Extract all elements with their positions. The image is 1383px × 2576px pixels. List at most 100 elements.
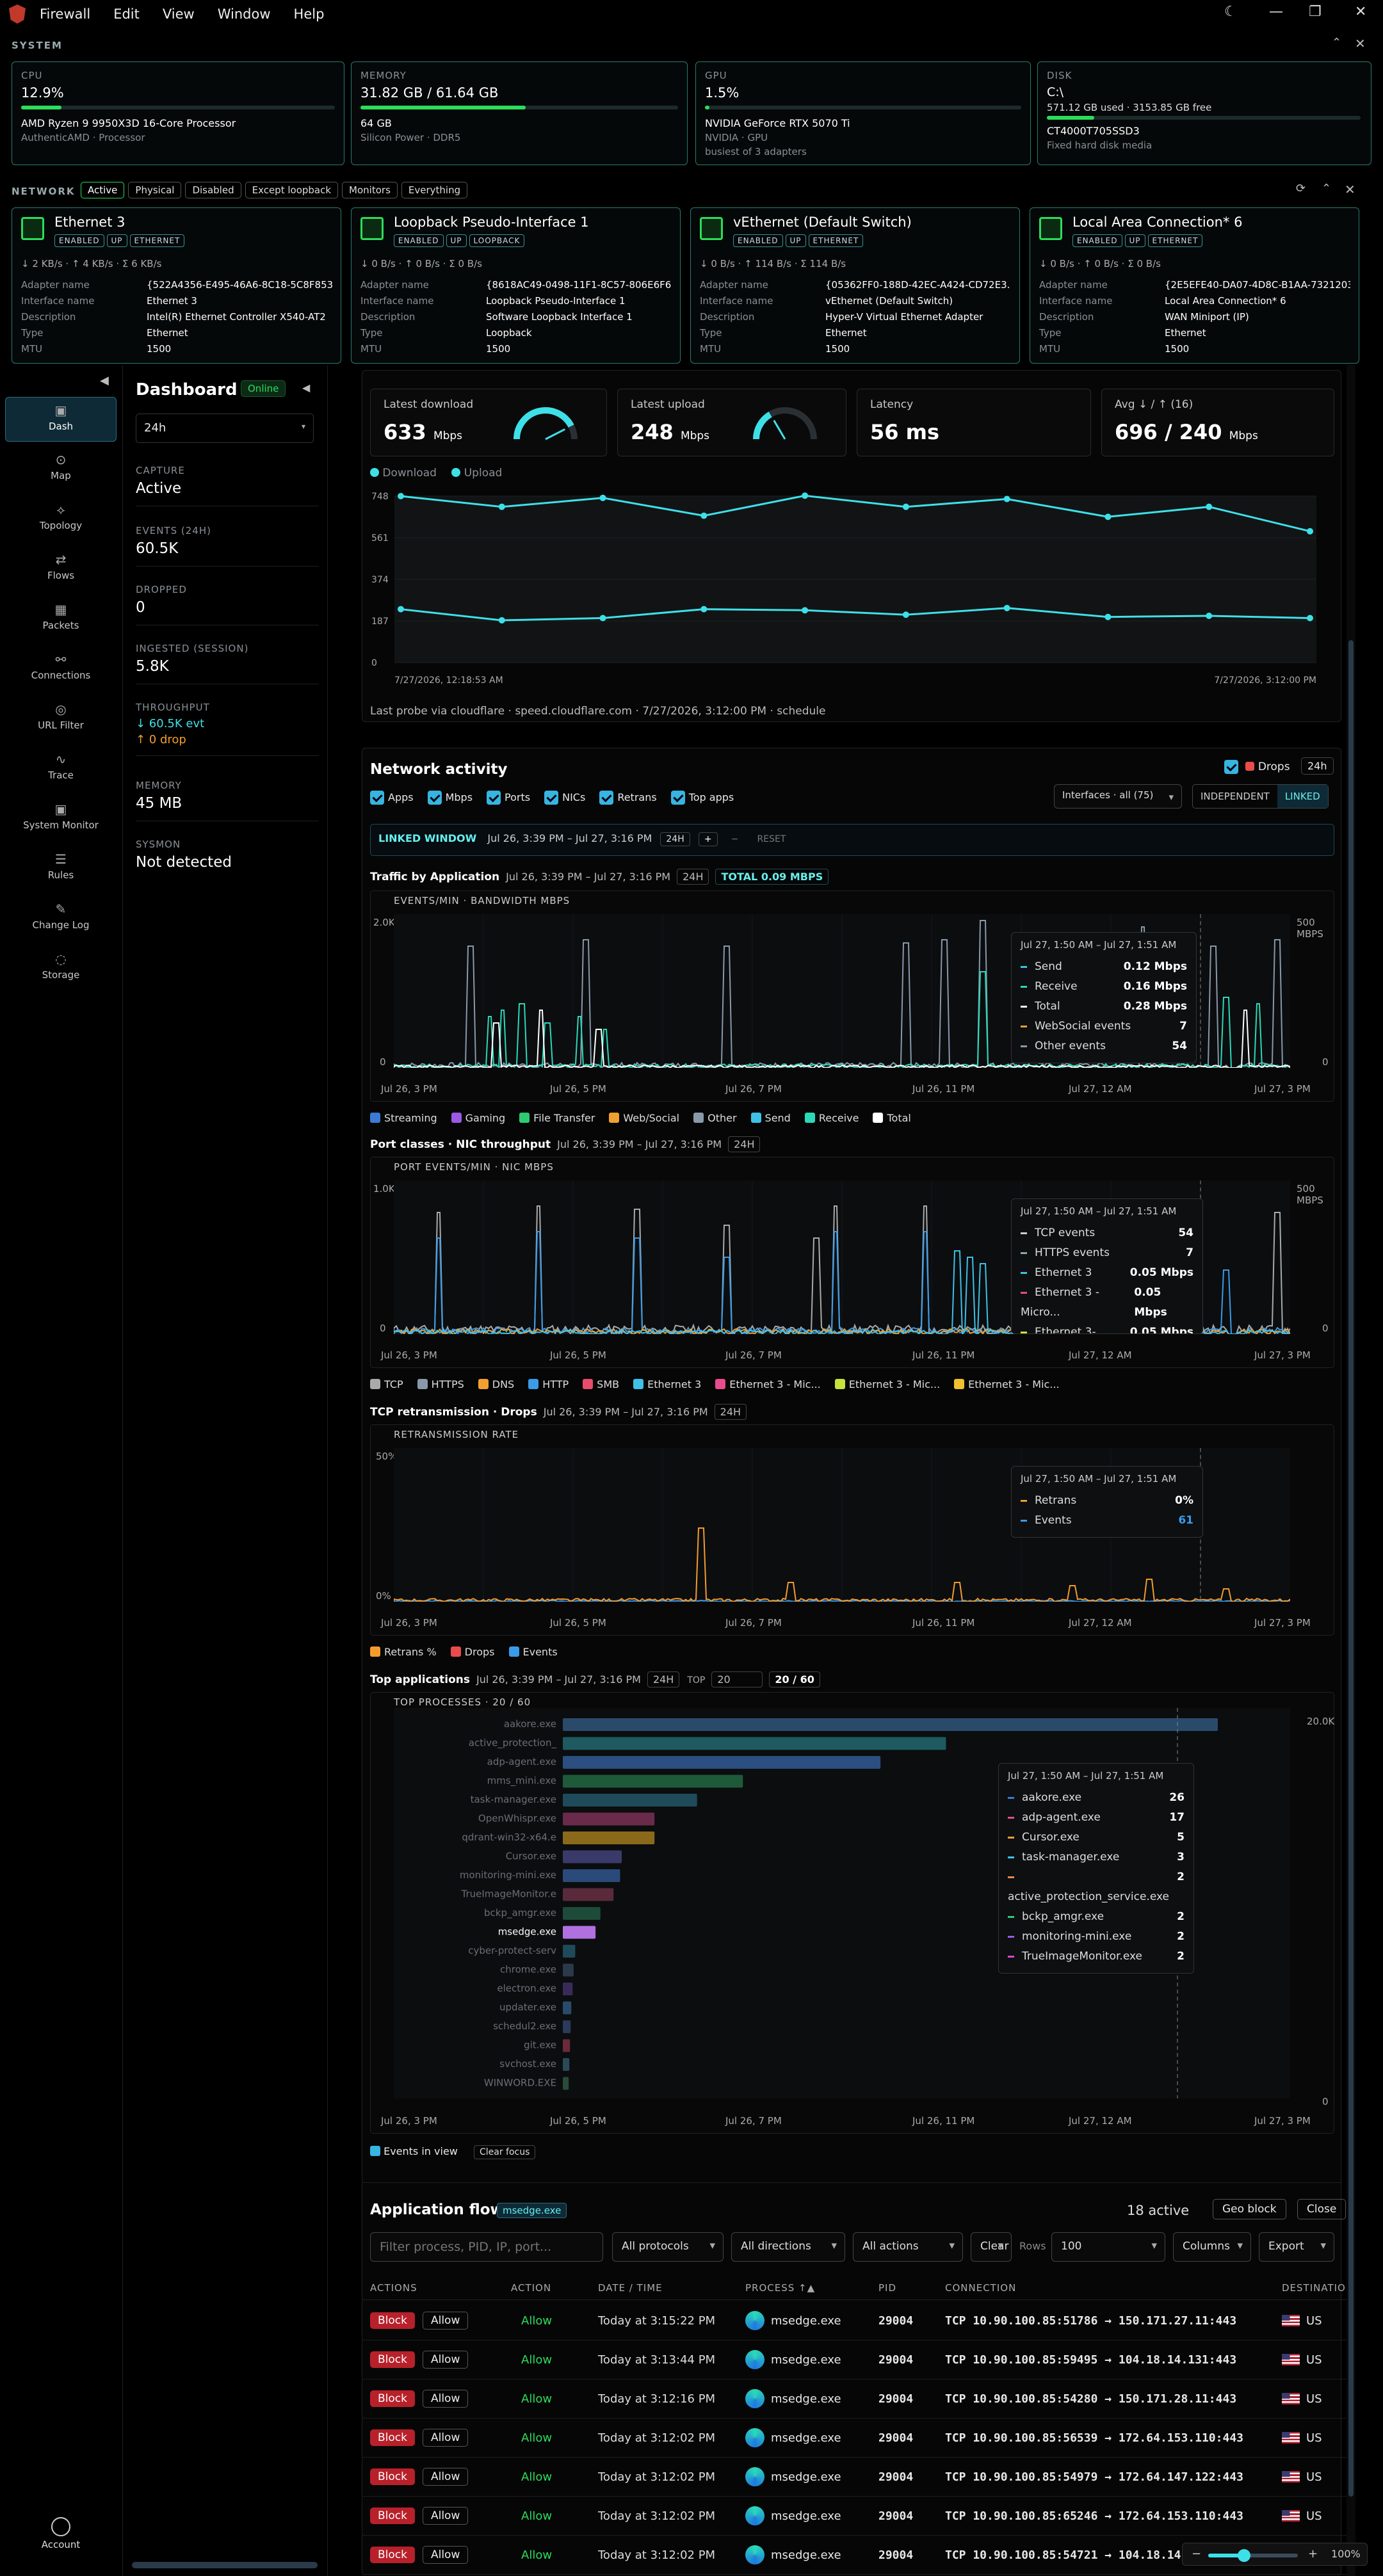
legend-item[interactable]: Ethernet 3 - Mic...	[715, 1378, 821, 1390]
maximize-icon[interactable]: ❐	[1309, 4, 1322, 20]
adapter-card[interactable]: vEthernet (Default Switch) ENABLED UP ETHER…	[690, 207, 1020, 364]
legend-item[interactable]: Events	[508, 1646, 558, 1658]
download-point[interactable]	[1307, 527, 1313, 535]
upload-point[interactable]	[700, 606, 708, 613]
zoom-slider[interactable]	[1208, 2549, 1298, 2562]
download-point[interactable]	[599, 494, 606, 501]
block-button[interactable]: Block	[370, 2351, 415, 2368]
menu-firewall[interactable]: Firewall	[40, 6, 91, 22]
sidebar-item-storage[interactable]: ◌ Storage	[5, 946, 117, 991]
adapter-card[interactable]: Ethernet 3 ENABLED UP ETHERNET ↓ 2 KB/s · ↑ …	[12, 207, 341, 364]
allow-button[interactable]: Allow	[422, 2429, 469, 2447]
process-label[interactable]: task-manager.exe	[471, 1794, 556, 1805]
traffic-chip[interactable]: 24H	[677, 869, 709, 885]
toggle-mbps[interactable]: Mbps	[427, 791, 473, 805]
flows-close-button[interactable]: Close	[1297, 2199, 1347, 2219]
table-row[interactable]: Block Allow Allow Today at 3:13:44 PM msedge…	[362, 2340, 1352, 2379]
menu-window[interactable]: Window	[217, 6, 271, 22]
actions-select[interactable]: All actions	[853, 2232, 963, 2262]
legend-item[interactable]: Ethernet 3 - Mic...	[954, 1378, 1060, 1390]
legend-item[interactable]: Drops	[450, 1646, 495, 1658]
filter-monitors[interactable]: Monitors	[342, 182, 398, 198]
upload-point[interactable]	[398, 606, 404, 613]
process-bar[interactable]	[563, 1926, 596, 1939]
toggle-checkbox[interactable]	[670, 791, 685, 805]
process-label[interactable]: schedul2.exe	[493, 2020, 556, 2032]
toggle-ports[interactable]: Ports	[487, 791, 530, 805]
legend-item[interactable]: Gaming	[451, 1112, 505, 1124]
upload-point[interactable]	[802, 607, 809, 614]
download-point[interactable]	[902, 503, 909, 510]
toggle-checkbox[interactable]	[427, 791, 442, 805]
download-point[interactable]	[1206, 503, 1213, 510]
range-select[interactable]: 24h ▾	[136, 414, 314, 443]
column-header[interactable]: ACTION	[511, 2282, 552, 2294]
process-bar[interactable]	[563, 1850, 622, 1864]
toggle-checkbox[interactable]	[544, 791, 559, 805]
process-bar[interactable]	[563, 1907, 601, 1920]
process-bar[interactable]	[563, 1831, 655, 1844]
column-header[interactable]: PROCESS ↑▲	[745, 2282, 816, 2294]
geo-block-button[interactable]: Geo block	[1213, 2199, 1286, 2219]
download-point[interactable]	[1003, 495, 1010, 503]
sidebar-item-topology[interactable]: ⟡ Topology	[5, 497, 117, 542]
process-bar[interactable]	[563, 1869, 620, 1882]
process-bar[interactable]	[563, 2039, 570, 2052]
process-label[interactable]: qdrant-win32-x64.e	[462, 1831, 556, 1843]
process-label[interactable]: chrome.exe	[500, 1964, 556, 1976]
columns-button[interactable]: Columns	[1173, 2232, 1251, 2262]
process-bar[interactable]	[563, 1945, 576, 1958]
process-bar[interactable]	[563, 1888, 614, 1901]
process-label[interactable]: aakore.exe	[504, 1718, 556, 1730]
topapps-chip[interactable]: 24H	[647, 1671, 680, 1687]
protocols-select[interactable]: All protocols	[612, 2232, 724, 2262]
zoom-slider-knob[interactable]	[1238, 2549, 1250, 2562]
theme-toggle-icon[interactable]: ☾	[1224, 4, 1237, 20]
download-point[interactable]	[398, 493, 404, 499]
collapse-network-icon[interactable]: ⌃	[1322, 182, 1332, 195]
process-label[interactable]: electron.exe	[497, 1983, 556, 1994]
allow-button[interactable]: Allow	[422, 2507, 469, 2525]
flows-filter-chip[interactable]: msedge.exe	[497, 2203, 567, 2218]
column-header[interactable]: DATE / TIME	[598, 2282, 663, 2294]
events-in-view-checkbox[interactable]	[370, 2146, 380, 2156]
column-header[interactable]: DESTINATION	[1282, 2282, 1354, 2294]
process-label[interactable]: active_protection_	[469, 1737, 557, 1750]
ports-chip[interactable]: 24H	[728, 1136, 761, 1152]
sidebar-item-connections[interactable]: ⚯ Connections	[5, 647, 117, 691]
block-button[interactable]: Block	[370, 2508, 415, 2524]
account-button[interactable]: Account	[5, 2517, 117, 2550]
menu-view[interactable]: View	[162, 6, 195, 22]
table-row[interactable]: Block Allow Allow Today at 3:12:02 PM msedge…	[362, 2497, 1352, 2536]
interfaces-select[interactable]: Interfaces · all (75)	[1054, 784, 1182, 809]
block-button[interactable]: Block	[370, 2468, 415, 2485]
column-header[interactable]: PID	[878, 2282, 897, 2294]
process-label[interactable]: mms_mini.exe	[487, 1775, 556, 1787]
legend-item[interactable]: Ethernet 3 - Mic...	[834, 1378, 940, 1390]
clear-focus-button[interactable]: Clear focus	[473, 2145, 536, 2159]
process-bar[interactable]	[563, 2001, 572, 2015]
process-bar[interactable]	[563, 2058, 570, 2071]
horizontal-scrollbar[interactable]	[132, 2562, 318, 2568]
activity-range-button[interactable]: 24h	[1301, 757, 1334, 775]
minimize-icon[interactable]: —	[1269, 4, 1283, 20]
upload-point[interactable]	[1003, 604, 1010, 611]
legend-item[interactable]: Other	[693, 1112, 737, 1124]
process-label[interactable]: git.exe	[524, 2040, 556, 2051]
zoom-out-button[interactable]: −	[731, 834, 739, 844]
upload-point[interactable]	[498, 616, 505, 624]
allow-button[interactable]: Allow	[422, 2468, 469, 2486]
download-point[interactable]	[700, 512, 708, 519]
upload-point[interactable]	[902, 611, 909, 618]
toggle-checkbox[interactable]	[599, 791, 614, 805]
process-label[interactable]: svchost.exe	[499, 2058, 556, 2070]
process-bar[interactable]	[563, 1794, 697, 1807]
sidebar-item-packets[interactable]: ▦ Packets	[5, 597, 117, 641]
reset-button[interactable]: RESET	[757, 834, 786, 844]
process-label[interactable]: updater.exe	[499, 2002, 556, 2013]
close-window-icon[interactable]: ✕	[1355, 4, 1367, 20]
legend-item[interactable]: Send	[750, 1112, 791, 1124]
close-system-icon[interactable]: ✕	[1355, 36, 1366, 51]
toggle-retrans[interactable]: Retrans	[599, 791, 657, 805]
process-label[interactable]: cyber-protect-serv	[468, 1945, 556, 1956]
